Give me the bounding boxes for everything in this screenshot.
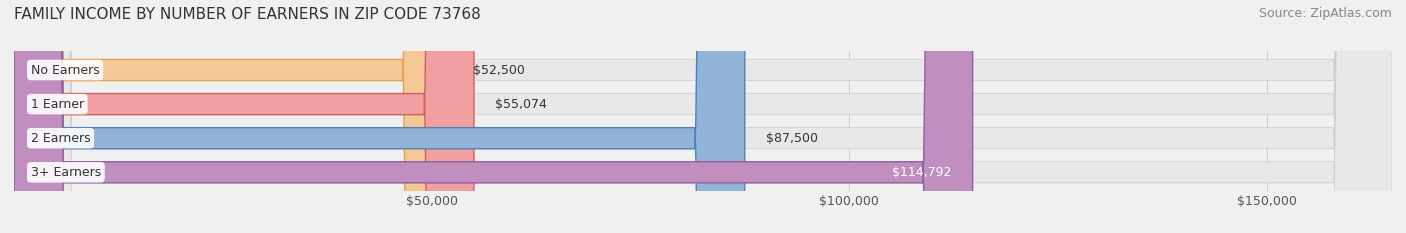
FancyBboxPatch shape — [14, 0, 1392, 233]
FancyBboxPatch shape — [14, 0, 474, 233]
FancyBboxPatch shape — [14, 0, 973, 233]
FancyBboxPatch shape — [14, 0, 453, 233]
Text: Source: ZipAtlas.com: Source: ZipAtlas.com — [1258, 7, 1392, 20]
Text: $52,500: $52,500 — [474, 64, 526, 76]
Text: $87,500: $87,500 — [766, 132, 818, 145]
Text: 1 Earner: 1 Earner — [31, 98, 84, 111]
Text: $55,074: $55,074 — [495, 98, 547, 111]
Text: No Earners: No Earners — [31, 64, 100, 76]
FancyBboxPatch shape — [14, 0, 1392, 233]
Text: FAMILY INCOME BY NUMBER OF EARNERS IN ZIP CODE 73768: FAMILY INCOME BY NUMBER OF EARNERS IN ZI… — [14, 7, 481, 22]
FancyBboxPatch shape — [14, 0, 1392, 233]
FancyBboxPatch shape — [14, 0, 745, 233]
Text: 3+ Earners: 3+ Earners — [31, 166, 101, 179]
Text: $114,792: $114,792 — [893, 166, 952, 179]
FancyBboxPatch shape — [14, 0, 1392, 233]
Text: 2 Earners: 2 Earners — [31, 132, 90, 145]
